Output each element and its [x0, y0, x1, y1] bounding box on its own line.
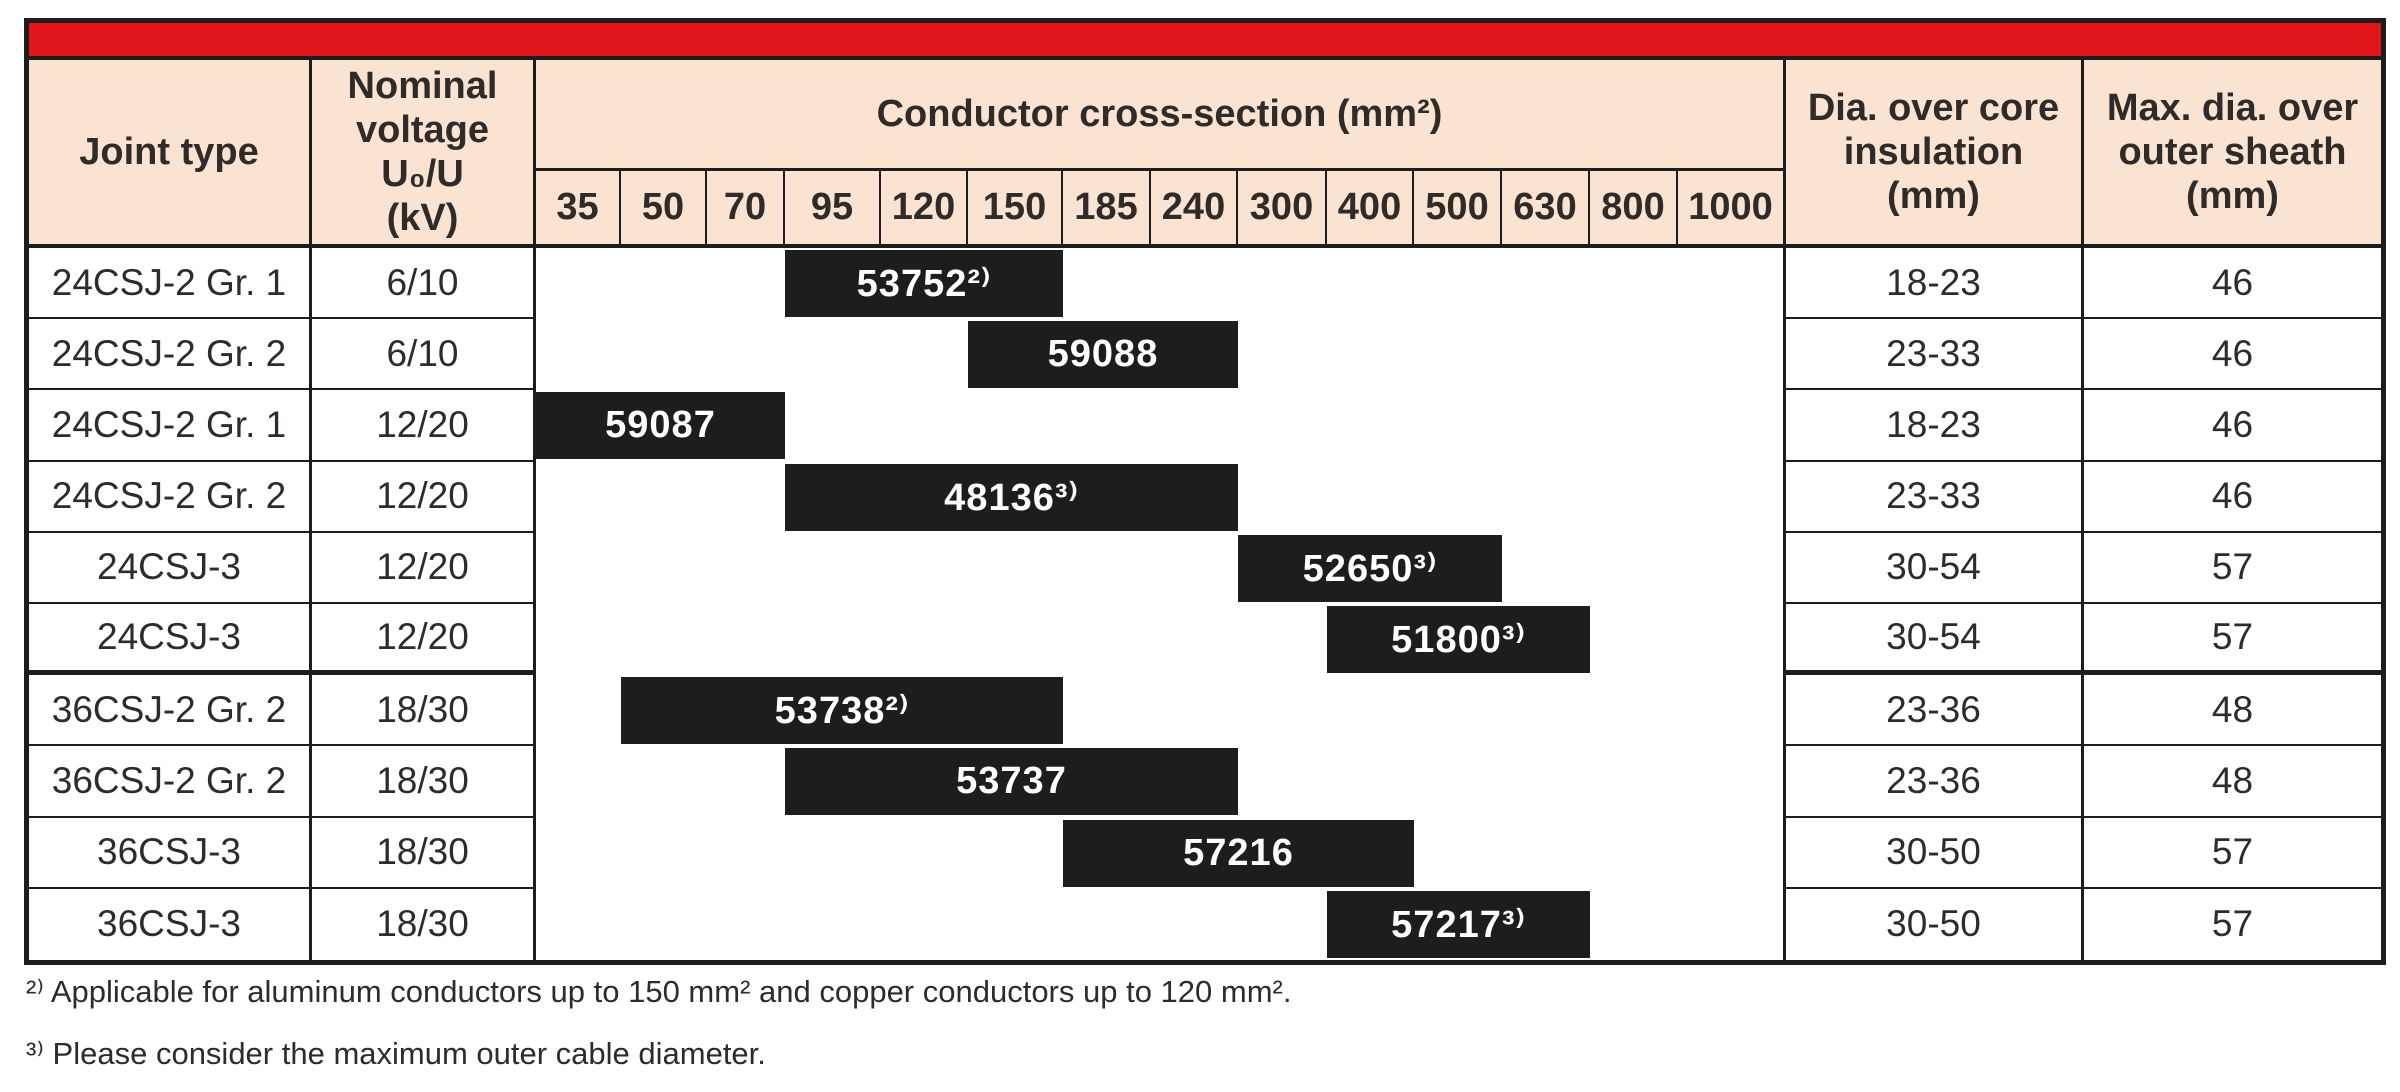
cross-section-size-240: 240 — [1151, 171, 1238, 244]
nominal-voltage-cell: 6/10 — [312, 319, 536, 391]
conductor-range-bar: 53752²⁾ — [785, 250, 1063, 317]
table-title-bar — [29, 23, 2381, 60]
header-joint-type: Joint type — [29, 60, 312, 244]
cross-section-size-35: 35 — [536, 171, 621, 244]
conductor-range-bar: 57216 — [1063, 819, 1414, 887]
cross-section-size-300: 300 — [1238, 171, 1327, 244]
max-dia-sheath-cell: 57 — [2084, 532, 2381, 604]
conductor-range-bar: 52650³⁾ — [1238, 534, 1502, 602]
footnote-1: ²⁾ Applicable for aluminum conductors up… — [26, 974, 1292, 1009]
joint-voltage-columns: 24CSJ-2 Gr. 1 6/10 24CSJ-2 Gr. 2 6/10 24CSJ-… — [29, 248, 536, 960]
conductor-range-bar: 48136³⁾ — [785, 463, 1238, 531]
dia-over-core-cell: 23-33 — [1786, 461, 2084, 533]
dia-over-core-cell: 23-33 — [1786, 319, 2084, 391]
dia-over-core-cell: 30-54 — [1786, 532, 2084, 604]
conductor-range-bar: 57217³⁾ — [1327, 890, 1590, 958]
dia-over-core-cell: 23-36 — [1786, 746, 2084, 818]
cross-section-size-800: 800 — [1590, 171, 1678, 244]
cross-section-size-1000: 1000 — [1688, 186, 1773, 228]
max-dia-sheath-cell: 48 — [2084, 675, 2381, 747]
joint-type-cell: 36CSJ-2 Gr. 2 — [29, 675, 312, 747]
conductor-range-bar: 51800³⁾ — [1327, 606, 1590, 673]
cross-section-size-150: 150 — [968, 171, 1063, 244]
nominal-voltage-cell: 18/30 — [312, 817, 536, 889]
conductor-range-bar: 53737 — [785, 748, 1238, 816]
max-dia-sheath-cell: 46 — [2084, 390, 2381, 462]
cross-section-size-185: 185 — [1063, 171, 1151, 244]
joint-selection-table: Joint type Nominal voltage U₀/U (kV) Con… — [24, 18, 2386, 965]
table-body: 24CSJ-2 Gr. 1 6/10 24CSJ-2 Gr. 2 6/10 24CSJ-… — [29, 248, 2381, 960]
diameter-columns: 18-23 46 23-33 46 18-23 46 23-33 46 30-54 57 30-54… — [1786, 248, 2381, 960]
joint-type-cell: 24CSJ-3 — [29, 532, 312, 604]
conductor-range-bar: 59088 — [968, 321, 1238, 389]
cross-section-size-50: 50 — [621, 171, 707, 244]
cross-section-size-95: 95 — [785, 171, 881, 244]
max-dia-sheath-cell: 46 — [2084, 461, 2381, 533]
cross-section-size-70: 70 — [707, 171, 785, 244]
nominal-voltage-cell: 12/20 — [312, 603, 536, 676]
joint-type-cell: 24CSJ-2 Gr. 2 — [29, 319, 312, 391]
nominal-voltage-cell: 12/20 — [312, 532, 536, 604]
max-dia-sheath-cell: 46 — [2084, 248, 2381, 320]
header-nominal-voltage: Nominal voltage U₀/U (kV) — [312, 60, 536, 244]
cross-section-size-120: 120 — [881, 171, 968, 244]
nominal-voltage-cell: 18/30 — [312, 888, 536, 960]
table-header: Joint type Nominal voltage U₀/U (kV) Con… — [29, 60, 2381, 248]
dia-over-core-cell: 30-54 — [1786, 603, 2084, 676]
dia-over-core-cell: 18-23 — [1786, 248, 2084, 320]
header-max-dia-over-outer-sheath: Max. dia. over outer sheath (mm) — [2084, 60, 2381, 244]
nominal-voltage-cell: 6/10 — [312, 248, 536, 320]
joint-type-cell: 24CSJ-2 Gr. 1 — [29, 248, 312, 320]
nominal-voltage-cell: 12/20 — [312, 390, 536, 462]
cross-section-size-630: 630 — [1502, 171, 1590, 244]
dia-over-core-cell: 30-50 — [1786, 817, 2084, 889]
cross-section-size-400: 400 — [1327, 171, 1414, 244]
joint-type-cell: 36CSJ-3 — [29, 888, 312, 960]
joint-type-cell: 24CSJ-2 Gr. 1 — [29, 390, 312, 462]
max-dia-sheath-cell: 57 — [2084, 603, 2381, 676]
joint-type-cell: 36CSJ-2 Gr. 2 — [29, 746, 312, 818]
max-dia-sheath-cell: 57 — [2084, 888, 2381, 960]
footnote-2: ³⁾ Please consider the maximum outer cab… — [26, 1036, 766, 1071]
nominal-voltage-cell: 18/30 — [312, 746, 536, 818]
nominal-voltage-cell: 12/20 — [312, 461, 536, 533]
conductor-range-bar: 53738²⁾ — [621, 677, 1063, 745]
header-dia-over-core-insulation: Dia. over core insulation (mm) — [1786, 60, 2084, 244]
nominal-voltage-cell: 18/30 — [312, 675, 536, 747]
dia-over-core-cell: 18-23 — [1786, 390, 2084, 462]
joint-type-cell: 36CSJ-3 — [29, 817, 312, 889]
max-dia-sheath-cell: 57 — [2084, 817, 2381, 889]
header-cross-section-sizes: 35 50 70 95 120 150 185 240 300 400 500 630 800 1000 — [536, 171, 1783, 244]
joint-type-cell: 24CSJ-2 Gr. 2 — [29, 461, 312, 533]
dia-over-core-cell: 30-50 — [1786, 888, 2084, 960]
cross-section-size-500: 500 — [1414, 171, 1502, 244]
max-dia-sheath-cell: 48 — [2084, 746, 2381, 818]
dia-over-core-cell: 23-36 — [1786, 675, 2084, 747]
header-conductor-group: Conductor cross-section (mm²) 35 50 70 95 12… — [536, 60, 1786, 244]
max-dia-sheath-cell: 46 — [2084, 319, 2381, 391]
footnotes: ²⁾ Applicable for aluminum conductors up… — [26, 972, 1291, 1092]
joint-type-cell: 24CSJ-3 — [29, 603, 312, 676]
conductor-range-bar: 59087 — [536, 392, 785, 460]
header-conductor-cross-section: Conductor cross-section (mm²) — [536, 60, 1783, 171]
conductor-range-canvas: 53752²⁾ 59088 59087 48136³⁾ 52650³⁾ 51800³⁾ 53… — [536, 248, 1786, 960]
